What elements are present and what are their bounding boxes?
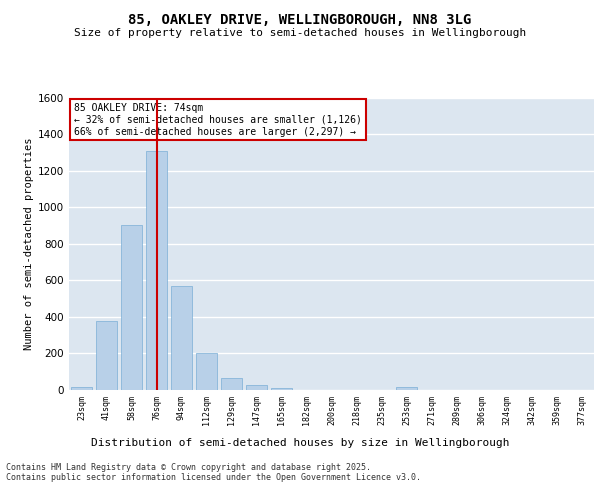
Text: Size of property relative to semi-detached houses in Wellingborough: Size of property relative to semi-detach… (74, 28, 526, 38)
Bar (121, 226, 142, 390)
Bar (221, 378, 242, 390)
Text: Distribution of semi-detached houses by size in Wellingborough: Distribution of semi-detached houses by … (91, 438, 509, 448)
Bar (146, 150, 167, 390)
Bar (396, 388, 417, 390)
Bar (271, 388, 292, 390)
Bar (96, 320, 117, 390)
Bar (196, 354, 217, 390)
Text: Contains HM Land Registry data © Crown copyright and database right 2025.: Contains HM Land Registry data © Crown c… (6, 464, 371, 472)
Bar (246, 386, 267, 390)
Bar (171, 286, 192, 390)
Bar (71, 388, 92, 390)
Text: 85, OAKLEY DRIVE, WELLINGBOROUGH, NN8 3LG: 85, OAKLEY DRIVE, WELLINGBOROUGH, NN8 3L… (128, 12, 472, 26)
Text: Contains public sector information licensed under the Open Government Licence v3: Contains public sector information licen… (6, 474, 421, 482)
Y-axis label: Number of semi-detached properties: Number of semi-detached properties (24, 138, 34, 350)
Text: 85 OAKLEY DRIVE: 74sqm
← 32% of semi-detached houses are smaller (1,126)
66% of : 85 OAKLEY DRIVE: 74sqm ← 32% of semi-det… (74, 104, 362, 136)
